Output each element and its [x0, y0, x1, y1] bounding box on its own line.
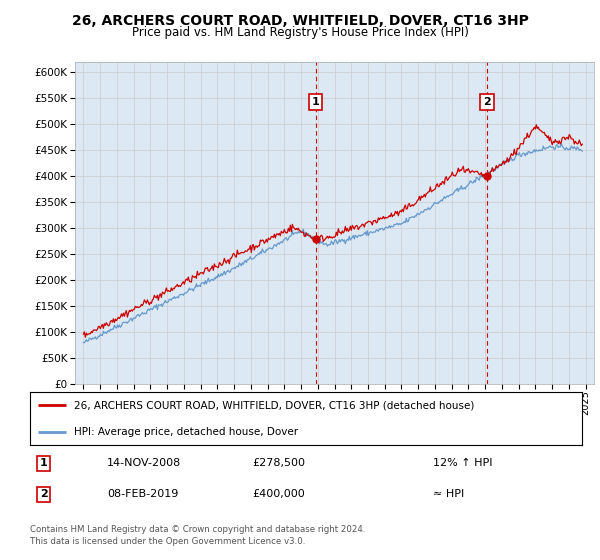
Text: 1: 1	[40, 459, 47, 468]
Text: £278,500: £278,500	[252, 459, 305, 468]
Text: ≈ HPI: ≈ HPI	[433, 489, 464, 499]
Text: 14-NOV-2008: 14-NOV-2008	[107, 459, 182, 468]
Text: 2: 2	[40, 489, 47, 499]
Text: 26, ARCHERS COURT ROAD, WHITFIELD, DOVER, CT16 3HP (detached house): 26, ARCHERS COURT ROAD, WHITFIELD, DOVER…	[74, 400, 475, 410]
Text: HPI: Average price, detached house, Dover: HPI: Average price, detached house, Dove…	[74, 427, 298, 437]
Text: Contains HM Land Registry data © Crown copyright and database right 2024.
This d: Contains HM Land Registry data © Crown c…	[30, 525, 365, 546]
Text: 1: 1	[312, 97, 319, 107]
Text: Price paid vs. HM Land Registry's House Price Index (HPI): Price paid vs. HM Land Registry's House …	[131, 26, 469, 39]
Text: 2: 2	[483, 97, 491, 107]
Text: £400,000: £400,000	[252, 489, 305, 499]
Text: 08-FEB-2019: 08-FEB-2019	[107, 489, 179, 499]
Text: 26, ARCHERS COURT ROAD, WHITFIELD, DOVER, CT16 3HP: 26, ARCHERS COURT ROAD, WHITFIELD, DOVER…	[71, 14, 529, 28]
Text: 12% ↑ HPI: 12% ↑ HPI	[433, 459, 493, 468]
